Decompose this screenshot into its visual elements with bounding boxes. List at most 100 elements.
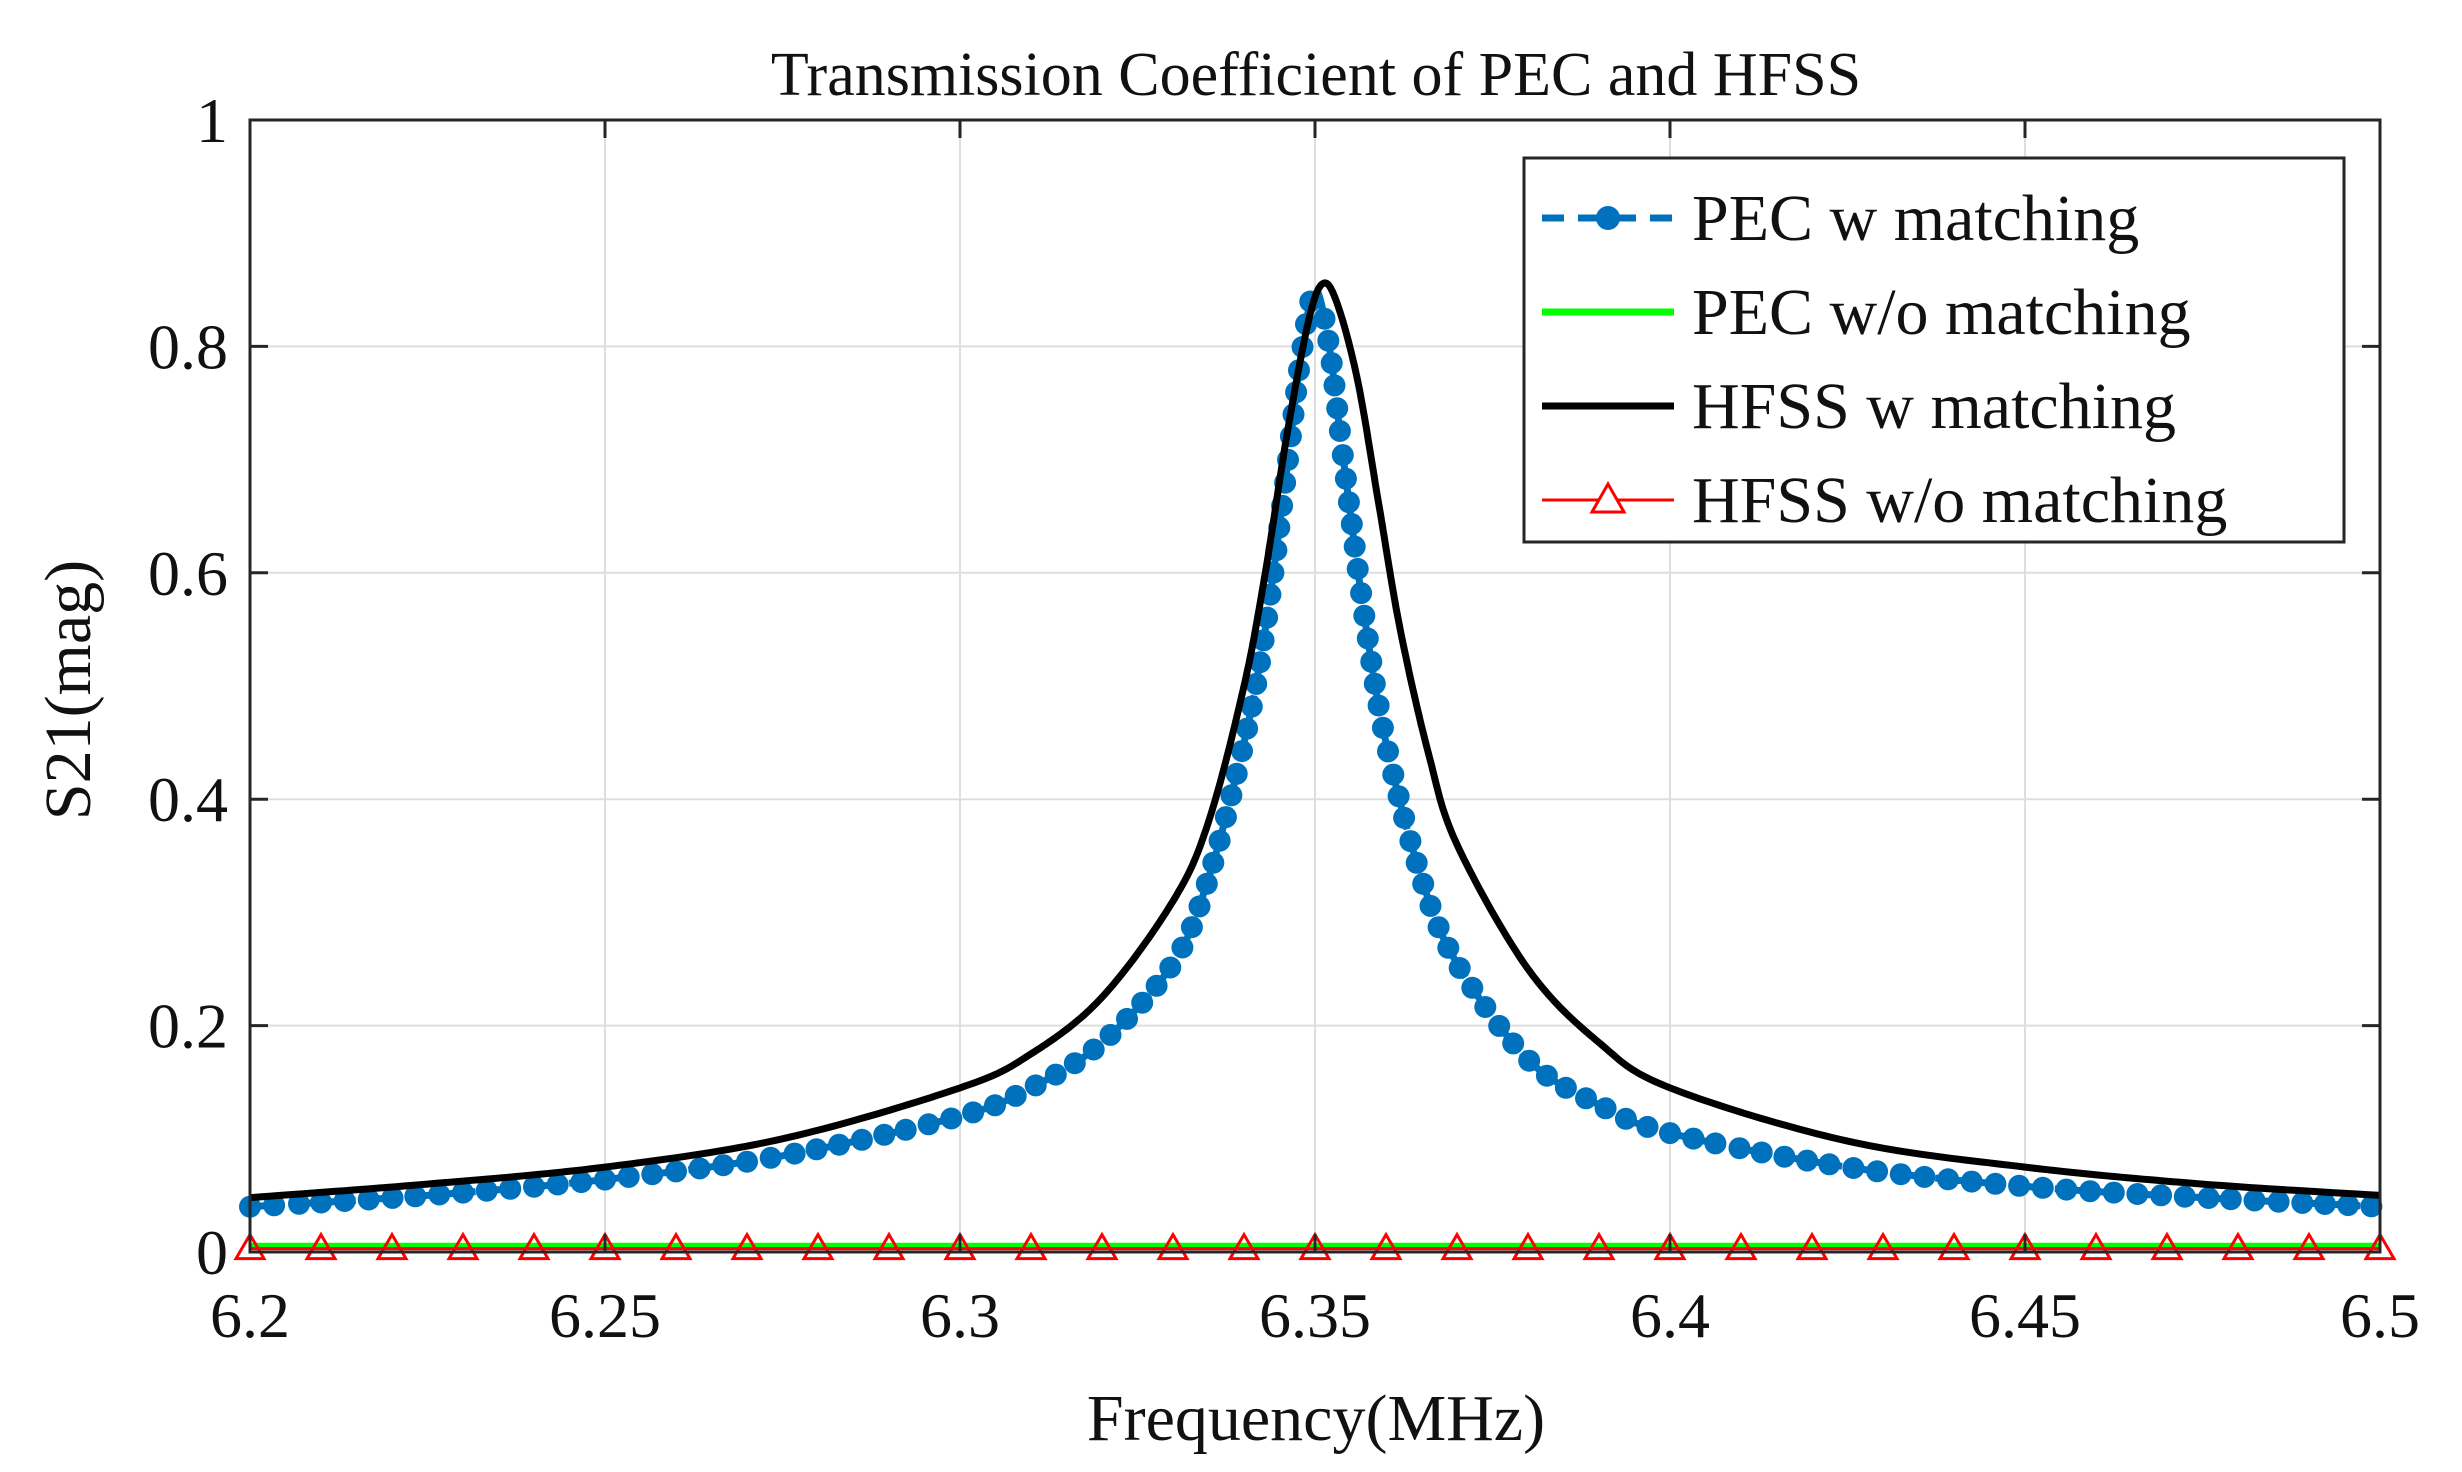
data-point [1331,444,1354,467]
data-point [446,1231,480,1261]
x-tick-label: 6.35 [1259,1280,1371,1351]
data-point [1317,329,1340,352]
data-point [1320,352,1343,375]
data-point [1913,1165,1936,1188]
y-tick-label: 0.6 [148,538,228,609]
data-point [1334,467,1357,490]
data-point [1180,916,1203,939]
data-point [1582,1231,1616,1261]
data-point [1750,1141,1773,1164]
legend-item-4: HFSS w/o matching [1542,464,2227,537]
x-tick-label: 6.3 [920,1280,1000,1351]
data-point [1659,1122,1681,1145]
data-point [872,1231,906,1261]
legend-label: HFSS w matching [1692,370,2176,443]
data-point [1437,936,1460,959]
data-point [1488,1014,1511,1037]
data-point [2150,1231,2184,1261]
data-point [1614,1107,1637,1130]
data-point [2360,1195,2383,1218]
data-point [805,1138,828,1161]
axis-ticks: 6.2 6.25 6.3 6.35 6.4 6.45 6.5 0 0.2 0.4 0.6 0.8 1 [148,85,2420,1351]
data-point [428,1183,451,1206]
data-point [828,1133,851,1156]
data-point [2219,1188,2242,1211]
data-point [1249,651,1271,674]
data-point [452,1181,474,1204]
x-tick-label: 6.4 [1630,1280,1710,1351]
data-point [1188,895,1211,918]
data-point [1367,694,1390,717]
data-point [1387,785,1410,808]
data-point [2291,1191,2314,1214]
data-point [1889,1163,1912,1186]
data-point [617,1165,640,1188]
data-point [940,1107,963,1130]
data-point [1440,1231,1474,1261]
data-point [1704,1132,1727,1155]
data-point [801,1231,835,1261]
data-point [712,1154,735,1177]
data-point [404,1185,427,1208]
data-point [1350,582,1373,605]
data-point [1369,1231,1403,1261]
data-point [1024,1074,1047,1097]
data-point [1363,672,1386,695]
legend-box [1522,156,2346,544]
data-point [2313,1193,2336,1215]
data-point [1461,976,1484,999]
data-point [2243,1189,2266,1212]
data-point [2197,1187,2220,1209]
data-point [357,1188,380,1211]
data-point [1227,1231,1261,1261]
data-point [1208,829,1231,852]
data-point [588,1231,622,1261]
data-point [1960,1170,1983,1193]
data-point [475,1179,498,1202]
data-point [1502,1032,1525,1055]
data-point [1346,557,1369,580]
data-point [333,1190,356,1212]
data-point [730,1231,764,1261]
data-point [1328,420,1351,442]
data-point [943,1231,977,1261]
data-point [1326,397,1349,420]
chart-title: Transmission Coefficient of PEC and HFSS [771,41,1861,109]
data-point [1214,806,1237,829]
data-point [1724,1231,1758,1261]
legend: PEC w matching PEC w/o matching HFSS w mat… [1522,156,2346,544]
data-point [1427,916,1450,939]
data-point [1554,1076,1577,1099]
data-point [2008,1231,2042,1261]
legend-item-2: PEC w/o matching [1542,276,2191,349]
data-point [1099,1023,1122,1046]
data-point [517,1231,551,1261]
data-point [850,1128,873,1151]
y-tick-label: 0.8 [148,311,228,382]
data-point [1448,957,1471,979]
data-point [2267,1190,2290,1213]
data-point [1866,1231,1900,1261]
data-point [1412,872,1435,895]
legend-label: HFSS w/o matching [1692,464,2227,537]
legend-swatch-marker [1596,206,1620,230]
data-point [1382,763,1405,786]
data-point [2008,1174,2031,1197]
data-point [1653,1231,1687,1261]
data-point [1220,784,1243,807]
data-point [736,1150,758,1173]
data-point [1245,672,1268,695]
legend-item-1: PEC w matching [1542,182,2139,255]
data-point [1298,1231,1332,1261]
data-point [1474,996,1497,1018]
data-point [1340,513,1363,536]
data-point [1044,1063,1067,1086]
data-point [1842,1157,1865,1179]
y-tick-label: 1 [196,85,228,156]
data-point [1399,830,1422,853]
data-point [1004,1084,1027,1107]
data-point [2292,1231,2326,1261]
data-point [2079,1231,2113,1261]
data-point [873,1123,896,1146]
